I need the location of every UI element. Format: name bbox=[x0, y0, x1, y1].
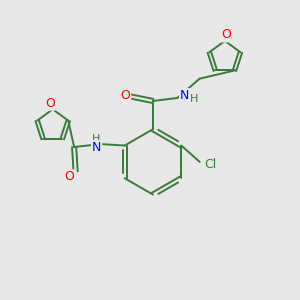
Text: H: H bbox=[190, 94, 198, 104]
Text: Cl: Cl bbox=[204, 158, 216, 171]
Text: O: O bbox=[120, 88, 130, 101]
Text: O: O bbox=[221, 28, 231, 41]
Text: N: N bbox=[92, 141, 101, 154]
Text: O: O bbox=[45, 97, 55, 110]
Text: H: H bbox=[92, 134, 100, 144]
Text: O: O bbox=[64, 170, 74, 183]
Text: N: N bbox=[180, 89, 190, 102]
